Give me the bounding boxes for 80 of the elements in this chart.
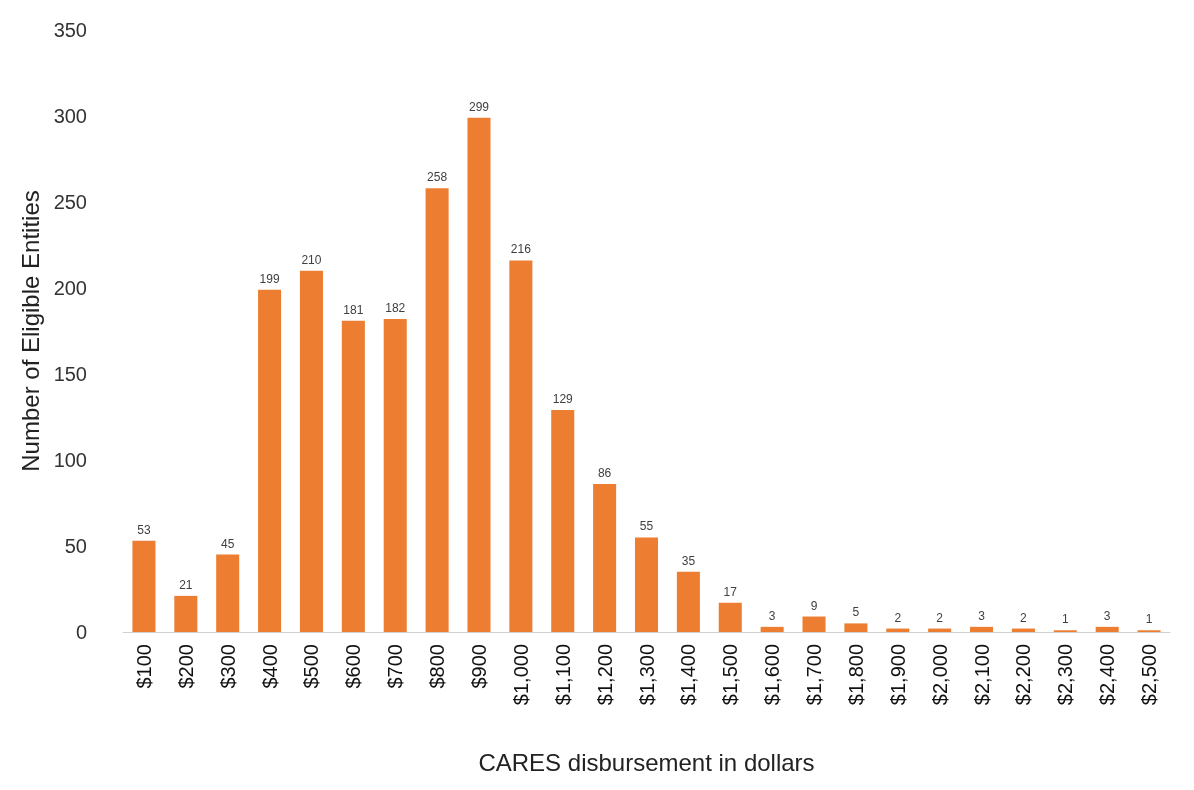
- x-tick-label: $400: [258, 644, 281, 689]
- y-tick-label: 150: [53, 363, 87, 385]
- y-tick-label: 250: [53, 191, 87, 213]
- x-tick-label: $1,600: [761, 644, 784, 706]
- data-label: 2: [936, 610, 944, 625]
- x-tick-label: $2,200: [1012, 644, 1035, 706]
- x-tick-label: $1,100: [551, 644, 574, 706]
- x-tick-label: $100: [132, 644, 155, 689]
- x-tick-label: $300: [216, 644, 239, 689]
- bar: [802, 616, 826, 632]
- data-label: 129: [552, 392, 574, 407]
- x-tick-label: $1,400: [677, 644, 700, 706]
- x-tick-label: $1,900: [886, 644, 909, 706]
- bar: [509, 260, 533, 632]
- x-tick-label: $1,000: [509, 644, 532, 706]
- y-tick-label: 350: [53, 19, 87, 41]
- x-tick-label: $1,700: [803, 644, 826, 706]
- bar: [970, 626, 994, 632]
- bar: [425, 188, 449, 632]
- data-label: 5: [852, 605, 860, 620]
- data-label: 86: [597, 466, 612, 481]
- x-tick-label: $700: [384, 644, 407, 689]
- data-label: 9: [810, 598, 818, 613]
- x-tick-label: $2,500: [1138, 644, 1161, 706]
- data-label: 210: [301, 252, 322, 267]
- y-tick-label: 200: [53, 277, 87, 299]
- data-label: 199: [259, 271, 280, 286]
- data-label: 3: [768, 608, 776, 623]
- bar: [132, 540, 156, 632]
- x-tick-label: $500: [300, 644, 323, 689]
- y-tick-label: 50: [64, 535, 87, 557]
- data-label: 3: [978, 608, 986, 623]
- bar: [341, 320, 365, 632]
- x-tick-label: $800: [426, 644, 449, 689]
- bar: [258, 289, 282, 632]
- x-tick-label: $2,100: [970, 644, 993, 706]
- data-label: 216: [510, 242, 532, 257]
- data-label: 53: [137, 522, 151, 537]
- data-label: 21: [179, 577, 193, 592]
- bar: [634, 537, 659, 632]
- bar: [216, 554, 240, 632]
- x-tick-label: $1,800: [844, 644, 867, 706]
- bar: [467, 117, 491, 632]
- bar: [718, 602, 742, 632]
- data-label: 1: [1145, 612, 1153, 627]
- x-tick-label: $2,000: [928, 644, 951, 706]
- bar: [551, 410, 575, 632]
- bar: [383, 318, 407, 632]
- x-tick-label: $600: [342, 644, 365, 689]
- bar: [844, 623, 868, 632]
- data-label: 1: [1061, 612, 1069, 627]
- bar: [593, 484, 617, 632]
- data-label: 45: [221, 536, 235, 551]
- bar: [760, 626, 784, 632]
- x-tick-label: $2,300: [1054, 644, 1077, 706]
- data-label: 182: [385, 300, 406, 315]
- y-axis-title: Number of Eligible Entities: [17, 190, 45, 472]
- x-axis-title: CARES disbursement in dollars: [478, 748, 815, 776]
- x-tick-label: $200: [174, 644, 197, 689]
- data-label: 3: [1103, 608, 1111, 623]
- data-label: 299: [468, 99, 490, 114]
- x-tick-label: $900: [467, 644, 490, 689]
- x-tick-label: $1,300: [635, 644, 658, 706]
- y-tick-label: 0: [75, 621, 87, 643]
- data-label: 35: [681, 553, 696, 568]
- bar: [1095, 626, 1119, 632]
- bar: [299, 270, 323, 632]
- bar: [676, 571, 700, 632]
- x-tick-label: $1,200: [593, 644, 616, 706]
- data-label: 55: [639, 519, 654, 534]
- data-label: 2: [1020, 610, 1028, 625]
- y-tick-label: 100: [53, 449, 87, 471]
- data-label: 181: [343, 302, 364, 317]
- data-label: 2: [894, 610, 902, 625]
- data-label: 17: [723, 584, 738, 599]
- x-tick-label: $1,500: [719, 644, 742, 706]
- x-tick-label: $2,400: [1096, 644, 1119, 706]
- bar: [174, 595, 198, 632]
- data-label: 258: [427, 170, 448, 185]
- y-tick-label: 300: [53, 105, 87, 127]
